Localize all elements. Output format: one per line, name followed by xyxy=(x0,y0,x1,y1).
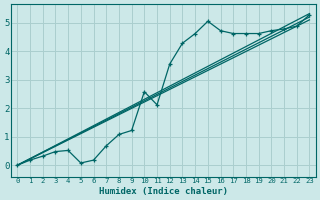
X-axis label: Humidex (Indice chaleur): Humidex (Indice chaleur) xyxy=(99,187,228,196)
